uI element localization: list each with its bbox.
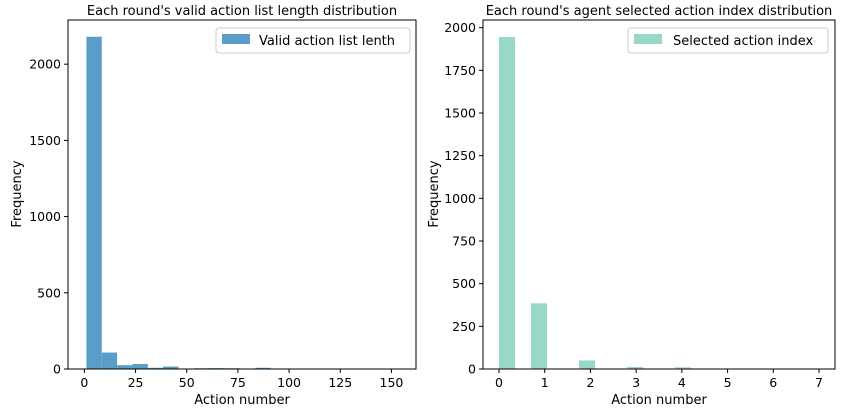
x-tick-label: 2 bbox=[586, 375, 594, 390]
histogram-selected-action-index: Each round's agent selected action index… bbox=[427, 4, 836, 408]
bar-1 bbox=[531, 303, 547, 369]
bars bbox=[86, 36, 394, 369]
chart-title: Each round's agent selected action index… bbox=[486, 4, 833, 19]
legend-frame bbox=[215, 27, 411, 54]
x-tick-label: 150 bbox=[380, 375, 404, 390]
x-tick-label: 3 bbox=[632, 375, 640, 390]
y-tick-label: 1500 bbox=[444, 106, 476, 121]
x-axis-ticks: 0 25 50 75 100 125 150 bbox=[80, 369, 403, 390]
bar-11 bbox=[255, 367, 271, 369]
x-tick-label: 5 bbox=[724, 375, 732, 390]
legend: Valid action list lenth bbox=[215, 27, 411, 54]
x-tick-label: 6 bbox=[769, 375, 777, 390]
y-tick-label: 2000 bbox=[29, 57, 61, 72]
y-tick-label: 1750 bbox=[444, 63, 476, 78]
x-tick-label: 0 bbox=[495, 375, 503, 390]
y-axis-label: Frequency bbox=[427, 160, 442, 227]
x-tick-label: 25 bbox=[128, 375, 144, 390]
bar-3 bbox=[627, 366, 643, 369]
bar-0 bbox=[86, 36, 102, 369]
bar-0 bbox=[499, 37, 515, 370]
plot-frame bbox=[482, 19, 836, 370]
legend-swatch bbox=[222, 34, 250, 44]
y-tick-label: 0 bbox=[53, 362, 61, 377]
x-axis-label: Action number bbox=[611, 393, 707, 408]
y-tick-label: 500 bbox=[37, 285, 61, 300]
plot-frame bbox=[67, 19, 417, 370]
y-tick-label: 250 bbox=[452, 319, 476, 334]
x-tick-label: 4 bbox=[678, 375, 686, 390]
bar-4 bbox=[147, 367, 164, 369]
legend-label: Selected action index bbox=[673, 34, 814, 49]
bar-2 bbox=[579, 360, 595, 369]
x-axis-ticks: 0 1 2 3 4 5 6 7 bbox=[495, 369, 823, 390]
bar-5 bbox=[163, 366, 179, 369]
y-axis-label: Frequency bbox=[10, 160, 25, 227]
x-axis-label: Action number bbox=[194, 393, 290, 408]
legend-swatch bbox=[634, 34, 662, 44]
y-axis-ticks: 0 500 1000 1500 2000 bbox=[29, 57, 68, 377]
bar-1 bbox=[101, 352, 118, 369]
y-tick-label: 500 bbox=[452, 276, 476, 291]
bar-2 bbox=[117, 365, 133, 369]
x-tick-label: 1 bbox=[541, 375, 549, 390]
bar-4 bbox=[675, 367, 691, 369]
y-tick-label: 2000 bbox=[444, 20, 476, 35]
legend: Selected action index bbox=[627, 27, 829, 54]
x-tick-label: 0 bbox=[80, 375, 88, 390]
chart-title: Each round's valid action list length di… bbox=[87, 4, 397, 19]
y-tick-label: 0 bbox=[468, 362, 476, 377]
x-tick-label: 125 bbox=[328, 375, 352, 390]
y-tick-label: 1250 bbox=[444, 148, 476, 163]
y-tick-label: 750 bbox=[452, 234, 476, 249]
x-tick-label: 75 bbox=[230, 375, 246, 390]
x-tick-label: 100 bbox=[277, 375, 301, 390]
y-tick-label: 1000 bbox=[29, 209, 61, 224]
legend-frame bbox=[627, 27, 829, 54]
bars bbox=[499, 37, 819, 370]
x-tick-label: 50 bbox=[179, 375, 195, 390]
bar-3 bbox=[132, 363, 148, 369]
histogram-valid-action-list-length: Each round's valid action list length di… bbox=[10, 4, 417, 408]
x-tick-label: 7 bbox=[815, 375, 823, 390]
y-tick-label: 1000 bbox=[444, 191, 476, 206]
y-axis-ticks: 0 250 500 750 1000 1250 1500 1750 2000 bbox=[444, 20, 483, 377]
y-tick-label: 1500 bbox=[29, 133, 61, 148]
legend-label: Valid action list lenth bbox=[259, 34, 395, 49]
